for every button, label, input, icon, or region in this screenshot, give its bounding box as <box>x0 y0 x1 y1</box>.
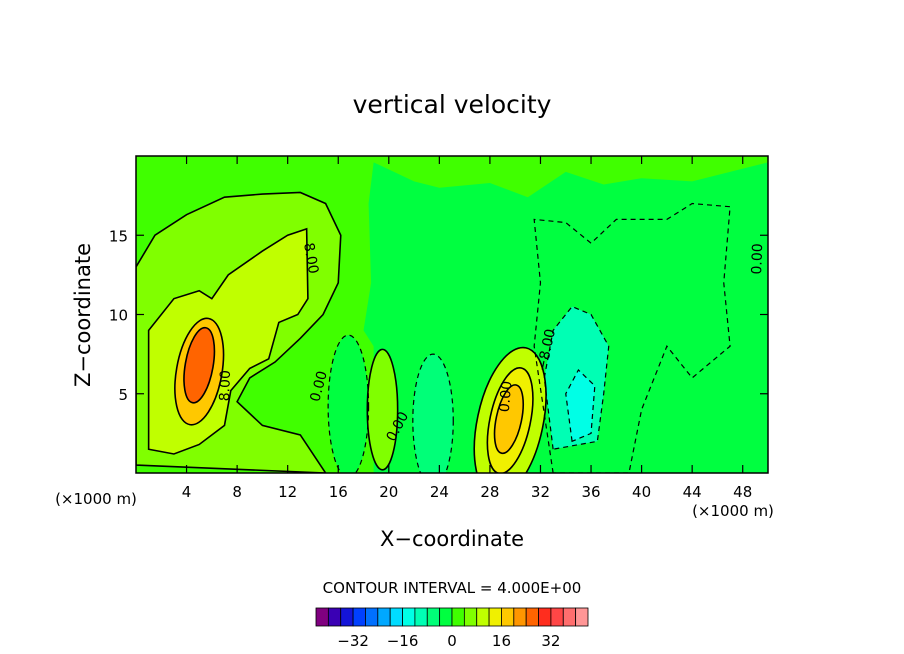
colorbar-swatch <box>352 607 366 627</box>
colorbar-swatch <box>377 607 391 627</box>
x-tick-label: 24 <box>430 483 449 501</box>
cell-20 <box>367 349 398 470</box>
cell-16 <box>328 335 369 473</box>
x-tick-label: 16 <box>329 483 348 501</box>
updraft-8-line <box>147 227 309 455</box>
cell-28-core-line <box>486 367 534 473</box>
x-tick-label: 20 <box>379 483 398 501</box>
y-tick-label: 15 <box>109 227 128 245</box>
colorbar-tick-label: 0 <box>447 632 457 650</box>
x-tick-label: 12 <box>278 483 297 501</box>
colorbar-tick-label: −16 <box>387 632 419 650</box>
contour-lines <box>136 191 731 473</box>
cell-28-peak-line <box>493 384 525 455</box>
colorbar-swatch <box>389 607 403 627</box>
x-tick-label: 8 <box>232 483 242 501</box>
y-axis-label: Z−coordinate <box>71 243 95 387</box>
contour-fills <box>136 162 768 473</box>
x-tick-label: 32 <box>531 483 550 501</box>
cell-16-line <box>327 334 370 473</box>
weak-downdraft-line <box>533 202 731 473</box>
contour-label: 0.00 <box>497 380 516 412</box>
colorbar-swatch <box>463 607 478 627</box>
y-axis: 5 10 15 <box>109 227 768 404</box>
x-unit-right: (×1000 m) <box>692 502 774 520</box>
colorbar-swatch <box>340 607 354 627</box>
colorbar-swatch <box>426 607 441 627</box>
colorbar-swatch <box>575 607 589 627</box>
plot-area: 8.008.00 0.000.000.00−8.000.00 <box>136 156 768 473</box>
x-axis: 4 8 12 16 20 24 28 32 36 40 44 48 <box>182 156 752 501</box>
chart-title: vertical velocity <box>353 90 552 119</box>
cell-20-line <box>366 348 399 471</box>
colorbar-tick-label: 16 <box>492 632 511 650</box>
downdraft-core-inner <box>565 369 595 442</box>
colorbar-swatch <box>476 607 490 627</box>
x-tick-label: 48 <box>733 483 752 501</box>
colorbar-swatch <box>414 607 428 627</box>
cell-24-line <box>412 353 454 473</box>
colorbar-swatch <box>439 607 453 627</box>
y-tick-label: 10 <box>109 307 128 325</box>
updraft-region-line <box>136 191 342 473</box>
colorbar <box>315 607 589 627</box>
contour-interval-text: CONTOUR INTERVAL = 4.000E+00 <box>323 579 582 597</box>
colorbar-swatch <box>550 607 564 627</box>
contour-label: 0.00 <box>307 369 331 403</box>
colorbar-swatch <box>501 607 515 627</box>
colorbar-tick-labels: −32 −16 0 16 32 <box>337 632 560 650</box>
x-axis-label: X−coordinate <box>380 527 524 551</box>
x-tick-label: 4 <box>182 483 192 501</box>
cell-28-line <box>473 346 547 473</box>
x-tick-label: 40 <box>632 483 651 501</box>
x-tick-label: 28 <box>480 483 499 501</box>
colorbar-swatch <box>402 607 416 627</box>
x-tick-label: 36 <box>581 483 600 501</box>
y-tick-label: 5 <box>118 386 128 404</box>
colorbar-swatch <box>365 607 379 627</box>
cell-28-peak <box>494 384 524 454</box>
colorbar-tick-label: −32 <box>337 632 369 650</box>
cell-24 <box>412 354 454 473</box>
colorbar-tick-label: 32 <box>541 632 560 650</box>
updraft-peak <box>183 327 215 403</box>
colorbar-swatch <box>315 607 329 627</box>
colorbar-swatch <box>327 607 342 627</box>
x-unit-left: (×1000 m) <box>55 490 137 508</box>
downdraft-core-inner-line <box>565 368 596 443</box>
colorbar-swatch <box>513 607 527 627</box>
contour-label: 8.00 <box>217 370 234 402</box>
updraft-core-line <box>174 317 225 426</box>
contour-label: 0.00 <box>749 243 766 275</box>
colorbar-swatch <box>562 607 577 627</box>
colorbar-swatch <box>488 607 502 627</box>
colorbar-swatch <box>451 607 465 627</box>
updraft-peak-line <box>183 326 216 404</box>
colorbar-swatch <box>538 607 552 627</box>
downdraft-core-line <box>543 305 610 450</box>
contour-label: 8.00 <box>300 242 321 275</box>
x-tick-label: 44 <box>683 483 702 501</box>
colorbar-swatch <box>525 607 539 627</box>
